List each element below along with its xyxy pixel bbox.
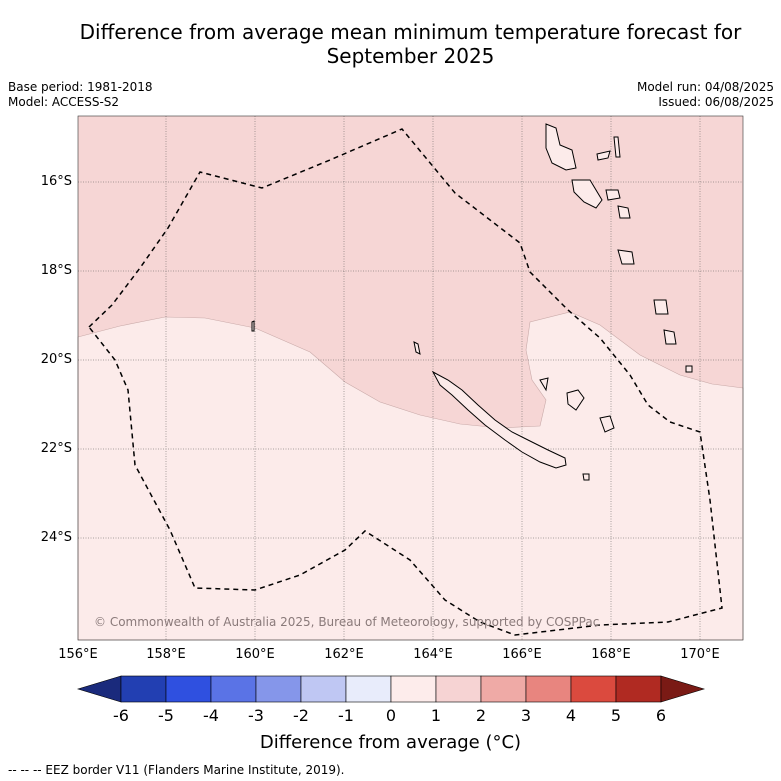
colorbar-tick: 4 [565, 706, 577, 725]
matthew-island [685, 365, 693, 373]
lon-label: 160°E [235, 647, 275, 662]
colorbar-bin [345, 675, 392, 703]
eez-border [88, 128, 723, 636]
colorbar-tick: 5 [610, 706, 622, 725]
ouvea-island [539, 377, 549, 392]
efate [617, 205, 631, 219]
vanuatu-island-1 [596, 150, 611, 161]
lon-label: 170°E [680, 647, 720, 662]
colorbar-bin [300, 675, 347, 703]
colorbar-bin [525, 675, 572, 703]
erromango [617, 249, 635, 265]
vanuatu-island-3 [605, 189, 621, 201]
espiritu-santo [545, 123, 577, 171]
lon-label: 166°E [502, 647, 542, 662]
colorbar-tick: 3 [520, 706, 532, 725]
colorbar-title: Difference from average (°C) [259, 732, 522, 753]
colorbar-bin [255, 675, 302, 703]
aneityum [663, 329, 677, 345]
lat-label: 16°S [40, 174, 72, 189]
colorbar-tick: 0 [385, 706, 397, 725]
lat-label: 22°S [40, 441, 72, 456]
lon-label: 164°E [413, 647, 453, 662]
lon-label: 162°E [324, 647, 364, 662]
malakula [571, 179, 603, 209]
colorbar-tick: -4 [203, 706, 219, 725]
colorbar-tick: -1 [338, 706, 354, 725]
lat-label: 18°S [40, 263, 72, 278]
colorbar-tick: -5 [158, 706, 174, 725]
lat-label: 20°S [40, 352, 72, 367]
colorbar-bin [390, 675, 437, 703]
model-run: Model run: 04/08/2025 [636, 80, 774, 94]
map-title: Difference from average mean minimum tem… [79, 20, 742, 68]
lat-label: 24°S [40, 530, 72, 545]
plot-frame [77, 115, 744, 641]
belep-island [413, 341, 421, 355]
colorbar-tick: -3 [248, 706, 264, 725]
isle-of-pines [582, 473, 590, 481]
lifou-island [599, 415, 615, 433]
lon-label: 168°E [591, 647, 631, 662]
colorbar-tick: -6 [113, 706, 129, 725]
chesterfield-island [251, 320, 255, 332]
copyright-note: © Commonwealth of Australia 2025, Bureau… [94, 615, 599, 629]
colorbar-bin [615, 675, 662, 703]
colorbar-tick: 6 [655, 706, 667, 725]
colorbar-extend-low [76, 675, 122, 703]
colorbar [76, 675, 706, 703]
colorbar-tick: 1 [430, 706, 442, 725]
vanuatu-island-2 [613, 136, 621, 158]
base-period: Base period: 1981-2018 [8, 80, 153, 94]
colorbar-extend-high [660, 675, 706, 703]
colorbar-bin [570, 675, 617, 703]
meta-right: Model run: 04/08/2025 Issued: 06/08/2025 [637, 80, 774, 110]
tanna [653, 299, 669, 315]
colorbar-tick: 2 [475, 706, 487, 725]
new-caledonia [431, 370, 567, 469]
colorbar-tick: -2 [293, 706, 309, 725]
issued-date: Issued: 06/08/2025 [658, 95, 774, 109]
coastlines [251, 123, 693, 481]
colorbar-bin [120, 675, 167, 703]
model-name: Model: ACCESS-S2 [8, 95, 120, 109]
lon-label: 156°E [58, 647, 98, 662]
colorbar-bin [165, 675, 212, 703]
lon-label: 158°E [146, 647, 186, 662]
loyalty-islands [566, 389, 585, 411]
colorbar-bin [480, 675, 527, 703]
eez-footer-note: -- -- -- EEZ border V11 (Flanders Marine… [8, 763, 345, 777]
colorbar-bin [210, 675, 257, 703]
meta-left: Base period: 1981-2018 Model: ACCESS-S2 [8, 80, 153, 110]
graticule [78, 116, 743, 640]
colorbar-bin [435, 675, 482, 703]
